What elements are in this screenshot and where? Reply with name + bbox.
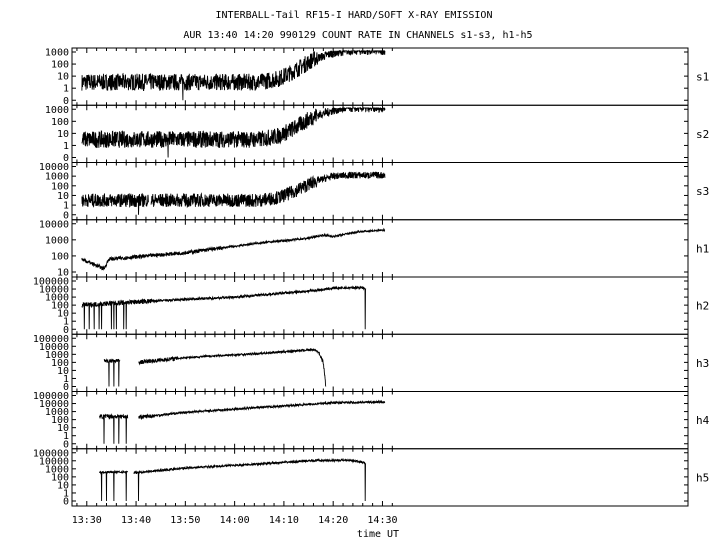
y-tick-label: 10 xyxy=(57,268,69,279)
y-tick-label: 1 xyxy=(63,201,69,212)
y-tick-label: 1000 xyxy=(45,407,69,418)
y-tick-label: 10000 xyxy=(39,162,69,173)
y-tick-label: 1 xyxy=(63,317,69,328)
y-tick-label: 1 xyxy=(63,84,69,95)
y-tick-label: 0 xyxy=(63,497,69,508)
x-tick-label: 13:40 xyxy=(121,515,151,526)
panel-frame xyxy=(71,448,689,507)
channel-label: h4 xyxy=(696,414,710,427)
x-tick-label: 13:30 xyxy=(72,515,102,526)
panels-group: 10001001010s110001001010s210000100010010… xyxy=(33,47,710,508)
y-tick-label: 100000 xyxy=(33,448,69,459)
chart-title: INTERBALL-Tail RF15-I HARD/SOFT X-RAY EM… xyxy=(216,10,493,21)
series-h5 xyxy=(98,457,367,502)
x-tick-label: 13:50 xyxy=(170,515,200,526)
channel-label: s1 xyxy=(696,71,709,84)
panel-frame xyxy=(71,333,689,392)
y-tick-label: 0 xyxy=(63,439,69,450)
panel-frame xyxy=(71,276,689,335)
series-h2 xyxy=(81,285,367,330)
y-tick-label: 100 xyxy=(51,301,69,312)
channel-label: h3 xyxy=(696,357,709,370)
channel-label: s3 xyxy=(696,185,709,198)
y-tick-label: 1000 xyxy=(45,172,69,183)
x-tick-label: 14:10 xyxy=(269,515,299,526)
y-tick-label: 100 xyxy=(51,181,69,192)
panel-h1: 10000 1000 100 10 h1 xyxy=(39,219,709,279)
y-tick-label: 10 xyxy=(57,129,69,140)
series-s3 xyxy=(81,171,386,215)
x-axis-label: time UT xyxy=(357,529,399,540)
x-tick-label: 14:20 xyxy=(318,515,348,526)
x-tick-label: 14:30 xyxy=(367,515,397,526)
channel-label: h2 xyxy=(696,300,709,313)
x-axis: 13:30 13:40 13:50 14:00 14:10 14:20 14:30 xyxy=(72,515,398,526)
y-tick-label: 1000 xyxy=(45,235,69,246)
y-tick-label: 10 xyxy=(57,191,69,202)
series-h4 xyxy=(98,399,386,444)
y-tick-label: 1000 xyxy=(45,48,69,59)
y-tick-label: 10000 xyxy=(39,285,69,296)
y-tick-label: 100000 xyxy=(33,391,69,402)
y-tick-label: 100 xyxy=(51,472,69,483)
y-tick-label: 1 xyxy=(63,374,69,385)
y-tick-label: 10000 xyxy=(39,399,69,410)
y-tick-label: 1 xyxy=(63,488,69,499)
y-tick-label: 100 xyxy=(51,358,69,369)
y-tick-label: 100 xyxy=(51,251,69,262)
panel-frame xyxy=(71,162,689,221)
x-tick-label: 14:00 xyxy=(220,515,250,526)
y-tick-label: 1000 xyxy=(45,105,69,116)
y-tick-label: 10000 xyxy=(39,456,69,467)
y-tick-label: 10 xyxy=(57,72,69,83)
y-tick-label: 0 xyxy=(63,210,69,221)
channel-label: s2 xyxy=(696,128,709,141)
panel-frame xyxy=(71,391,689,450)
y-tick-label: 0 xyxy=(63,153,69,164)
y-tick-label: 1 xyxy=(63,431,69,442)
y-tick-label: 0 xyxy=(63,96,69,107)
y-tick-label: 10 xyxy=(57,309,69,320)
y-tick-label: 1000 xyxy=(45,350,69,361)
y-tick-label: 100000 xyxy=(33,277,69,288)
panel-frame xyxy=(71,219,689,278)
series-s2 xyxy=(81,106,386,158)
y-tick-label: 10000 xyxy=(39,342,69,353)
y-tick-label: 100000 xyxy=(33,334,69,345)
chart-subtitle: AUR 13:40 14:20 990129 COUNT RATE IN CHA… xyxy=(183,30,532,41)
series-h3 xyxy=(103,347,327,387)
series-h1 xyxy=(81,227,386,271)
y-tick-label: 10 xyxy=(57,423,69,434)
channel-label: h1 xyxy=(696,242,709,255)
channel-label: h5 xyxy=(696,471,709,484)
series-s1 xyxy=(81,49,386,101)
y-tick-label: 1000 xyxy=(45,464,69,475)
y-tick-label: 1000 xyxy=(45,293,69,304)
y-tick-label: 0 xyxy=(63,382,69,393)
y-tick-label: 10000 xyxy=(39,219,69,230)
y-tick-label: 1 xyxy=(63,141,69,152)
y-tick-label: 0 xyxy=(63,325,69,336)
y-tick-label: 100 xyxy=(51,415,69,426)
y-tick-label: 10 xyxy=(57,480,69,491)
y-tick-label: 10 xyxy=(57,366,69,377)
y-tick-label: 100 xyxy=(51,117,69,128)
y-tick-label: 100 xyxy=(51,60,69,71)
